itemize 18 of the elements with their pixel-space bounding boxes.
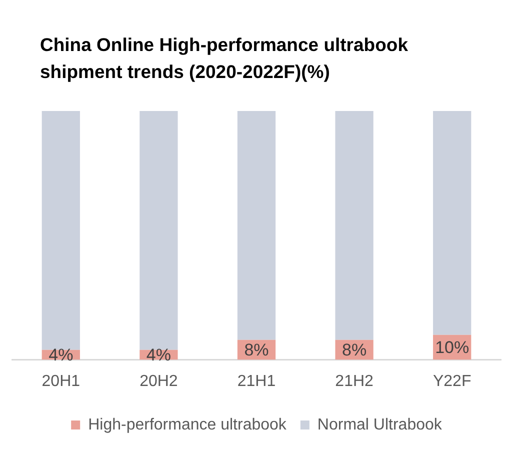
bar [42,111,80,350]
legend-label: Normal Ultrabook [317,416,443,434]
data-label: 10% [435,338,470,358]
data-label: 8% [244,340,269,360]
bar [433,111,472,335]
x-tick-label: 20H2 [140,372,178,390]
bar [140,111,178,350]
data-label: 8% [342,340,367,360]
x-tick-label: Y22F [432,372,472,390]
legend-label: High-performance ultrabook [88,416,288,434]
data-label: 4% [146,346,171,365]
x-tick-label: 21H2 [335,372,374,390]
chart-title: China Online High-performance ultrabook shipment trends (2020-2022F)(%) [40,33,409,84]
x-tick-label: 21H1 [237,372,276,390]
bar [237,111,276,340]
data-label: 4% [48,346,74,365]
bar [335,111,374,340]
x-tick-label: 20H1 [42,372,80,390]
